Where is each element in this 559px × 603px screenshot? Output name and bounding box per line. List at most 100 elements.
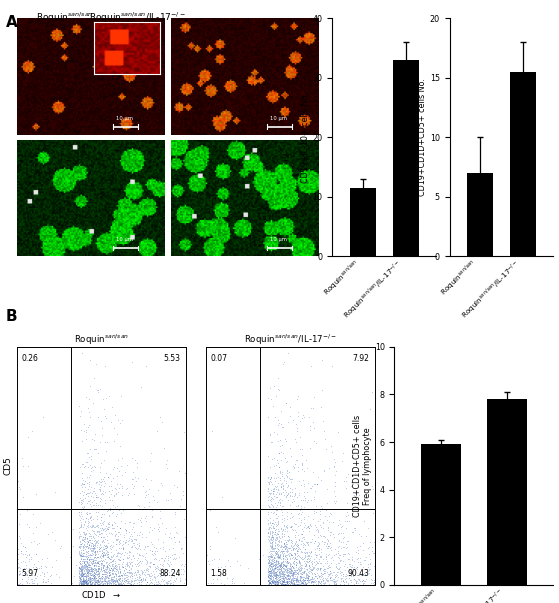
Point — [75, 578, 84, 588]
Point — [150, 559, 159, 569]
Point — [169, 572, 178, 581]
Point — [277, 548, 286, 558]
Point — [97, 576, 106, 586]
Point — [181, 572, 190, 581]
Point — [275, 463, 284, 472]
Point — [286, 576, 295, 586]
Point — [27, 580, 36, 590]
Point — [313, 525, 322, 534]
Point — [98, 523, 107, 533]
Point — [272, 577, 281, 587]
Point — [278, 541, 287, 551]
Point — [92, 547, 101, 557]
Point — [370, 493, 379, 503]
Point — [346, 563, 355, 572]
Point — [138, 574, 147, 584]
Point — [102, 548, 111, 558]
Point — [299, 579, 308, 589]
Point — [325, 509, 334, 519]
Point — [277, 502, 286, 511]
Point — [278, 576, 287, 586]
Point — [138, 567, 147, 576]
Point — [134, 567, 143, 576]
Point — [76, 539, 85, 549]
Point — [91, 569, 100, 579]
Point — [286, 572, 295, 581]
Point — [130, 578, 139, 588]
Point — [342, 516, 351, 525]
Point — [280, 520, 288, 530]
Point — [370, 557, 379, 567]
Point — [132, 555, 141, 565]
Point — [181, 573, 190, 582]
Point — [119, 543, 127, 552]
Point — [281, 561, 290, 570]
Point — [103, 573, 112, 583]
Point — [89, 572, 98, 581]
Point — [181, 509, 190, 519]
Point — [335, 580, 344, 590]
Point — [97, 553, 106, 563]
Point — [115, 523, 124, 533]
Point — [266, 575, 275, 584]
Point — [288, 563, 297, 572]
Point — [323, 543, 332, 553]
Point — [340, 565, 349, 575]
Point — [164, 496, 173, 505]
Point — [370, 532, 379, 541]
Point — [276, 560, 285, 569]
Point — [132, 535, 141, 545]
Point — [142, 361, 151, 370]
Text: 10 μm: 10 μm — [270, 237, 287, 242]
Point — [290, 548, 299, 558]
Point — [276, 488, 285, 498]
Point — [181, 572, 190, 582]
Point — [83, 548, 92, 558]
Point — [94, 578, 103, 587]
Point — [321, 549, 330, 559]
Point — [140, 574, 149, 584]
Point — [100, 578, 109, 587]
Text: Roquin$^{san/san}$: Roquin$^{san/san}$ — [36, 11, 93, 25]
Point — [312, 573, 321, 582]
Point — [112, 471, 121, 481]
Point — [181, 569, 190, 578]
Point — [159, 555, 168, 565]
Point — [98, 546, 107, 555]
Point — [142, 548, 151, 558]
Point — [266, 552, 275, 561]
Point — [370, 538, 379, 548]
Point — [112, 429, 121, 439]
Point — [150, 560, 159, 569]
Point — [99, 563, 108, 572]
Point — [271, 551, 280, 560]
Point — [295, 558, 304, 568]
Point — [129, 522, 138, 531]
Point — [271, 509, 280, 519]
Point — [15, 519, 23, 528]
Point — [268, 484, 277, 494]
Point — [15, 563, 23, 572]
Point — [103, 549, 112, 558]
Point — [266, 560, 275, 570]
Point — [271, 577, 280, 587]
Point — [297, 577, 306, 587]
Point — [148, 551, 157, 560]
Point — [296, 568, 305, 578]
Point — [300, 534, 309, 544]
Point — [105, 505, 114, 515]
Point — [270, 427, 279, 437]
Point — [330, 578, 339, 587]
Point — [294, 535, 303, 545]
Point — [285, 576, 293, 586]
Point — [177, 494, 186, 504]
Point — [102, 562, 111, 572]
Point — [266, 429, 274, 439]
Point — [267, 454, 276, 464]
Point — [280, 514, 288, 523]
Point — [297, 578, 306, 588]
Point — [281, 551, 290, 560]
Point — [358, 538, 367, 548]
Point — [104, 561, 113, 571]
Point — [300, 576, 309, 586]
